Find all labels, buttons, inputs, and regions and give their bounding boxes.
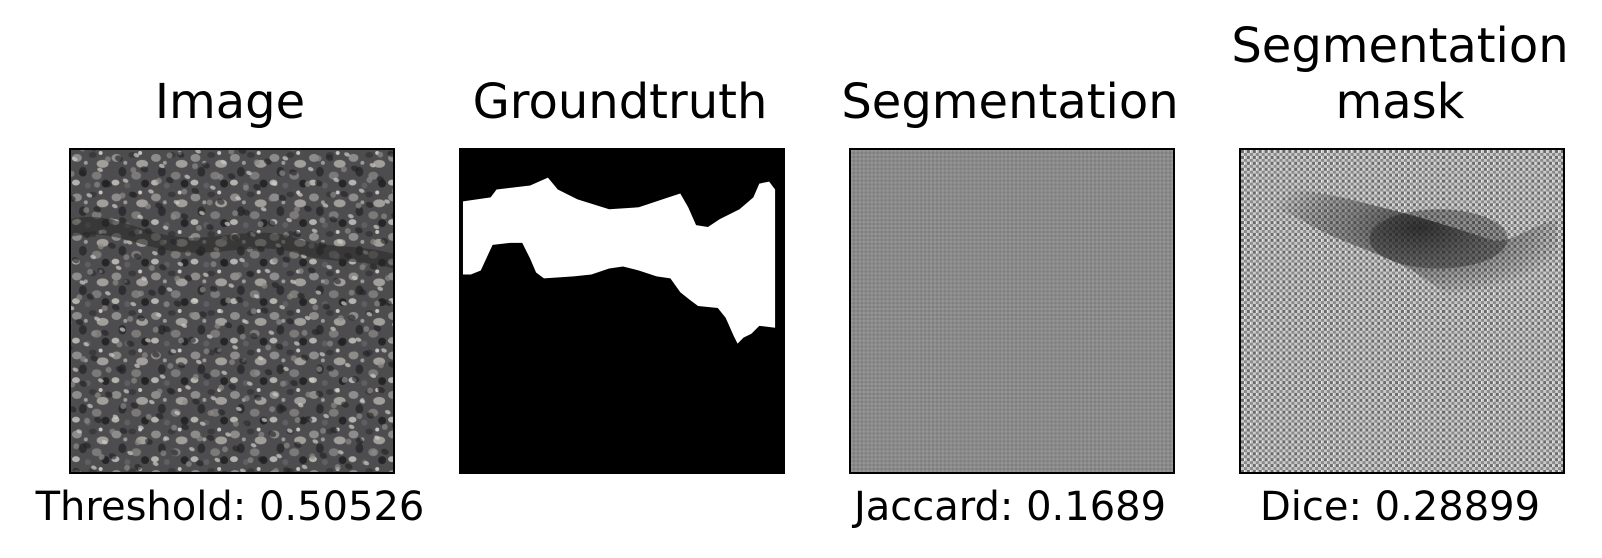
jaccard-caption: Jaccard: 0.1689 xyxy=(853,484,1167,530)
panel-title-segmentation-mask: Segmentation mask xyxy=(1231,18,1569,130)
panel-title-segmentation: Segmentation xyxy=(841,74,1179,130)
groundtruth-mask xyxy=(459,148,785,474)
segmentation-texture xyxy=(851,150,1173,472)
segmentation-output xyxy=(849,148,1175,474)
segmentation-mask-texture xyxy=(1241,150,1563,472)
panel-segmentation: Segmentation Jaccard: 0.1689 xyxy=(814,0,1206,558)
panel-groundtruth: Groundtruth xyxy=(424,0,816,558)
panel-segmentation-mask: Segmentation mask xyxy=(1204,0,1596,558)
threshold-caption: Threshold: 0.50526 xyxy=(35,484,425,530)
dice-caption: Dice: 0.28899 xyxy=(1259,484,1541,530)
pavement-texture xyxy=(71,150,393,472)
groundtruth-mask-shape xyxy=(461,150,783,472)
panel-image: Image xyxy=(34,0,426,558)
panel-title-groundtruth: Groundtruth xyxy=(472,74,768,130)
pavement-image xyxy=(69,148,395,474)
panel-title-image: Image xyxy=(154,74,306,130)
segmentation-mask xyxy=(1239,148,1565,474)
